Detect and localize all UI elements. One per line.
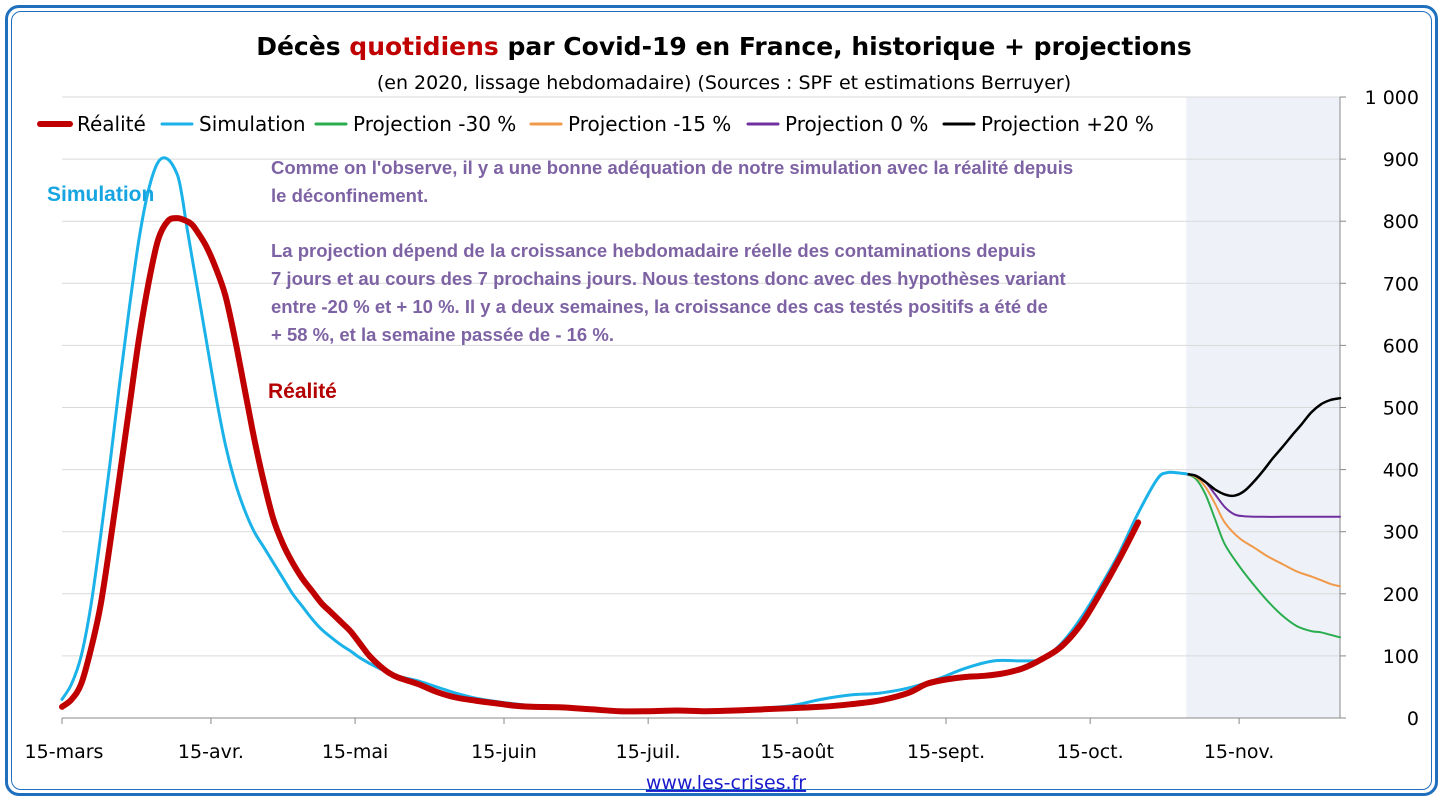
series-line-r-alit [59, 215, 1142, 715]
note-line: le déconfinement. [271, 185, 428, 206]
x-ticks: 15-mars 15-avr. 15-mai 15-juin 15-juil. 15-ao… [25, 718, 1275, 763]
chart-title-accent: quotidiens [349, 32, 499, 61]
legend-label: Simulation [199, 112, 306, 136]
note-line: entre -20 % et + 10 %. Il y a deux semai… [271, 296, 1048, 317]
y-tick-label: 300 [1383, 522, 1419, 544]
y-ticks: 0 100 200 300 400 500 600 700 800 900 1 000 [1340, 87, 1419, 730]
x-tick-label: 15-août [760, 741, 834, 763]
y-tick-label: 900 [1383, 149, 1419, 171]
x-tick-label: 15-juil. [616, 741, 681, 763]
y-tick-label: 500 [1383, 398, 1419, 420]
x-tick-label: 15-juin [471, 741, 537, 763]
x-tick-label: 15-nov. [1204, 741, 1275, 763]
legend: Réalité Simulation Projection -30 % Project… [37, 112, 1154, 136]
y-tick-label: 800 [1383, 211, 1419, 233]
legend-label: Projection 0 % [785, 112, 928, 136]
chart-frame [5, 5, 1438, 796]
y-tick-label: 100 [1383, 646, 1419, 668]
chart-title-part-1: Décès [256, 32, 349, 61]
chart-title: Décès quotidiens par Covid-19 en France,… [256, 32, 1192, 61]
series-line-projection-15 [1185, 472, 1341, 588]
annotation-note: Comme on l'observe, il y a une bonne adé… [271, 157, 1073, 345]
y-tick-label: 400 [1383, 460, 1419, 482]
y-tick-label: 600 [1383, 335, 1419, 357]
note-line: La projection dépend de la croissance he… [271, 240, 1036, 261]
x-tick-label: 15-oct. [1057, 741, 1124, 763]
x-tick-label: 15-sept. [907, 741, 985, 763]
x-tick-label: 15-mars [25, 741, 104, 763]
note-line: + 58 %, et la semaine passée de - 16 %. [271, 324, 614, 345]
gridlines [62, 96, 1340, 657]
series-lines [59, 156, 1342, 715]
legend-label: Réalité [77, 112, 146, 136]
series-line-projection-30 [1185, 472, 1341, 639]
chart-frame-inner [11, 11, 1432, 790]
chart-subtitle: (en 2020, lissage hebdomadaire) (Sources… [377, 72, 1071, 94]
y-tick-label: 700 [1383, 273, 1419, 295]
source-link[interactable]: www.les-crises.fr [646, 772, 806, 794]
note-line: 7 jours et au cours des 7 prochains jour… [271, 268, 1066, 289]
y-tick-label: 1 000 [1365, 87, 1419, 109]
legend-label: Projection -30 % [353, 112, 516, 136]
x-tick-label: 15-mai [322, 741, 388, 763]
note-line: Comme on l'observe, il y a une bonne adé… [271, 157, 1073, 178]
x-tick-label: 15-avr. [178, 741, 244, 763]
chart-title-part-3: par Covid-19 en France, historique + pro… [499, 32, 1192, 61]
simulation-label: Simulation [47, 183, 154, 206]
series-line-projection-20 [1185, 396, 1342, 498]
legend-label: Projection +20 % [981, 112, 1154, 136]
y-tick-label: 0 [1407, 708, 1419, 730]
realite-label: Réalité [268, 380, 337, 403]
legend-label: Projection -15 % [568, 112, 731, 136]
y-tick-label: 200 [1383, 584, 1419, 606]
